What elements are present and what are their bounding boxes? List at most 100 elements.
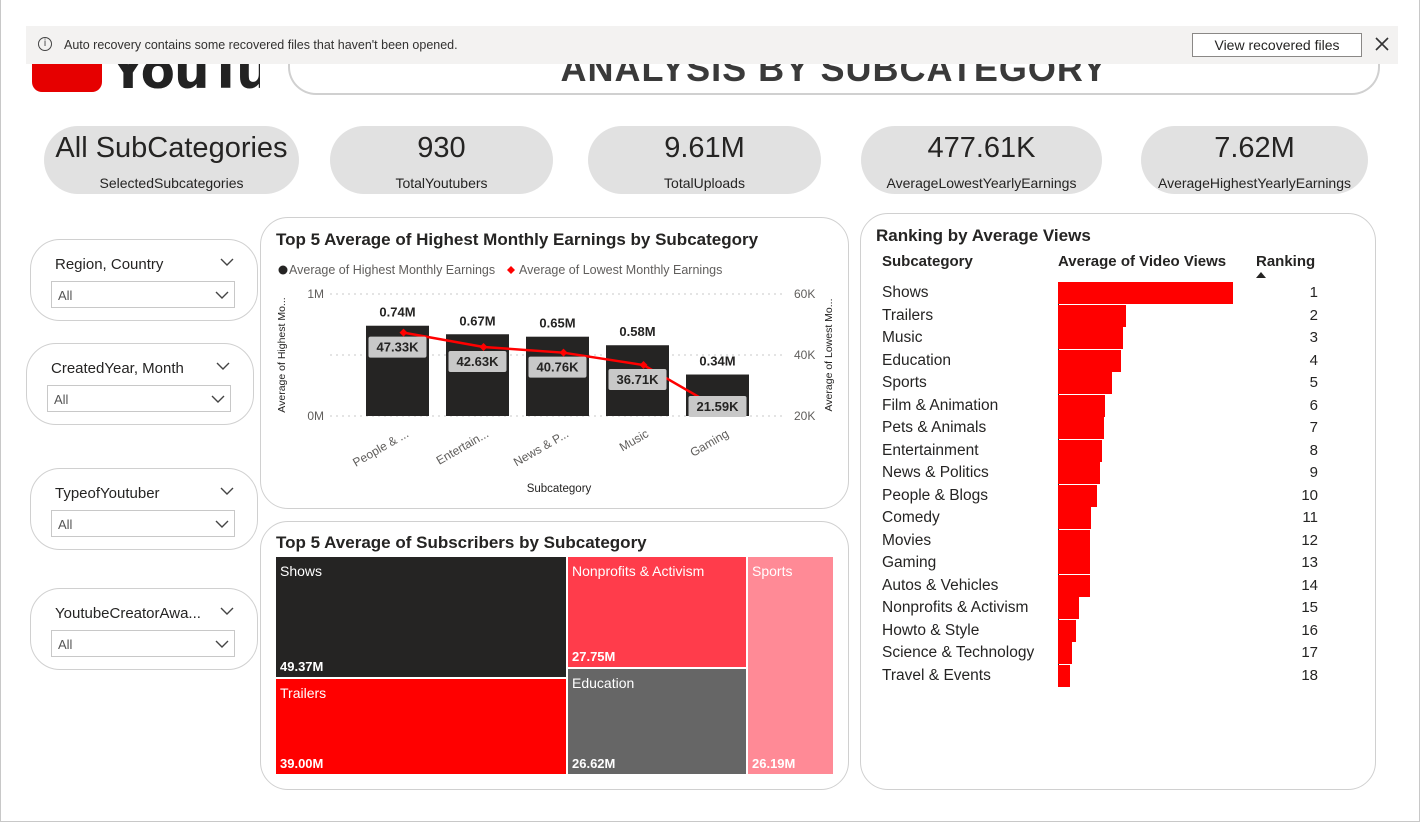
line-marker	[399, 328, 408, 337]
bar-data-label: 0.65M	[539, 316, 575, 331]
row-subcategory: Gaming	[882, 554, 937, 571]
row-average-views-bar	[1058, 282, 1233, 304]
row-ranking: 1	[1309, 284, 1318, 301]
column-header-ranking[interactable]: Ranking	[1256, 253, 1316, 270]
table-row[interactable]: Travel & Events 18	[882, 664, 1322, 687]
slicer-value: All	[54, 392, 69, 407]
view-recovered-files-button[interactable]: View recovered files	[1192, 33, 1362, 57]
recovery-notification-bar: i Auto recovery contains some recovered …	[26, 26, 1398, 64]
table-row[interactable]: Shows 1	[882, 282, 1322, 304]
treemap-tile-value: 26.62M	[572, 756, 616, 771]
table-row[interactable]: People & Blogs 10	[882, 484, 1322, 507]
slicer-dropdown[interactable]: All	[51, 510, 235, 537]
legend-label-lowest: Average of Lowest Monthly Earnings	[519, 263, 722, 277]
sort-ascending-icon	[1256, 272, 1266, 278]
row-average-views-bar	[1058, 417, 1104, 439]
chevron-down-icon	[215, 520, 229, 528]
slicer-type-of-youtuber[interactable]: TypeofYoutuber All	[30, 468, 258, 550]
ranking-title: Ranking by Average Views	[876, 226, 1091, 245]
row-average-views-bar	[1058, 327, 1123, 349]
table-row[interactable]: Comedy 11	[882, 507, 1322, 529]
legend-marker-highest	[278, 265, 288, 275]
kpi-label: AverageLowestYearlyEarnings	[886, 175, 1077, 191]
left-tick-label: 1M	[307, 287, 324, 301]
kpi-average-highest-yearly-earnings: 7.62M AverageHighestYearlyEarnings	[1141, 126, 1368, 194]
table-row[interactable]: Trailers 2	[882, 304, 1322, 327]
column-header-average-views[interactable]: Average of Video Views	[1058, 253, 1227, 270]
treemap-tile[interactable]: Education 26.62M	[568, 669, 746, 774]
chevron-down-icon[interactable]	[219, 256, 235, 268]
legend-marker-lowest	[507, 266, 515, 274]
row-average-views-bar	[1058, 619, 1076, 642]
table-row[interactable]: Entertainment 8	[882, 439, 1322, 462]
line-marker	[639, 361, 648, 370]
row-subcategory: Music	[882, 329, 923, 346]
x-axis-title: Subcategory	[527, 483, 592, 495]
table-row[interactable]: Pets & Animals 7	[882, 417, 1322, 439]
row-average-views-bar	[1058, 462, 1100, 484]
slicer-created-year-month[interactable]: CreatedYear, Month All	[26, 343, 254, 425]
line-marker	[479, 342, 488, 351]
row-ranking: 7	[1309, 419, 1318, 436]
subscribers-chart-title: Top 5 Average of Subscribers by Subcateg…	[276, 533, 647, 552]
treemap-tile-value: 26.19M	[752, 756, 796, 771]
treemap-tile-name: Shows	[280, 563, 323, 579]
table-row[interactable]: Autos & Vehicles 14	[882, 574, 1322, 597]
row-subcategory: Education	[882, 351, 951, 369]
table-row[interactable]: Howto & Style 16	[882, 619, 1322, 642]
treemap-tile[interactable]: Sports 26.19M	[748, 557, 833, 774]
slicer-dropdown[interactable]: All	[51, 281, 235, 308]
table-row[interactable]: Gaming 13	[882, 552, 1322, 574]
bar-data-label: 0.58M	[619, 324, 655, 339]
line-data-label-bg	[608, 369, 667, 391]
table-row[interactable]: Film & Animation 6	[882, 394, 1322, 417]
chevron-down-icon[interactable]	[219, 485, 235, 497]
row-ranking: 17	[1301, 644, 1318, 661]
row-subcategory: Science & Technology	[882, 644, 1035, 661]
slicer-youtube-creator-award[interactable]: YoutubeCreatorAwa... All	[30, 588, 258, 670]
treemap-tile[interactable]: Trailers 39.00M	[276, 679, 566, 774]
kpi-value: All SubCategories	[55, 132, 288, 164]
kpi-label: AverageHighestYearlyEarnings	[1157, 175, 1351, 191]
chevron-down-icon	[215, 291, 229, 299]
table-row[interactable]: News & Politics 9	[882, 462, 1322, 484]
table-row[interactable]: Education 4	[882, 349, 1322, 372]
table-row[interactable]: Movies 12	[882, 529, 1322, 552]
table-row[interactable]: Sports 5	[882, 372, 1322, 394]
bar-data-label: 0.74M	[379, 305, 415, 320]
x-tick-label: Entertain...	[434, 426, 491, 467]
row-subcategory: Sports	[882, 374, 927, 391]
column-header-subcategory[interactable]: Subcategory	[882, 253, 973, 270]
slicer-value: All	[58, 288, 73, 303]
row-average-views-bar	[1058, 349, 1121, 372]
row-ranking: 3	[1309, 329, 1318, 346]
slicer-region-country[interactable]: Region, Country All	[30, 239, 258, 321]
earnings-chart-title: Top 5 Average of Highest Monthly Earning…	[276, 230, 759, 249]
treemap-tile[interactable]: Shows 49.37M	[276, 557, 566, 677]
table-row[interactable]: Science & Technology 17	[882, 642, 1322, 664]
slicer-dropdown[interactable]: All	[51, 630, 235, 657]
slicer-label: CreatedYear, Month	[51, 360, 184, 377]
bar-data-label: 0.34M	[699, 354, 735, 369]
close-icon[interactable]	[1372, 34, 1392, 54]
slicer-dropdown[interactable]: All	[47, 385, 231, 412]
bar-data-label: 0.67M	[459, 313, 495, 328]
row-average-views-bar	[1058, 372, 1112, 394]
line-data-label: 42.63K	[457, 354, 500, 369]
right-tick-label: 40K	[794, 348, 815, 362]
table-row[interactable]: Nonprofits & Activism 15	[882, 597, 1322, 619]
table-row[interactable]: Music 3	[882, 327, 1322, 349]
row-ranking: 12	[1301, 531, 1318, 549]
line-data-label: 36.71K	[617, 372, 660, 387]
subscribers-treemap: Shows 49.37M Trailers 39.00M Nonprofits & Ac…	[276, 557, 835, 776]
treemap-tile[interactable]: Nonprofits & Activism 27.75M	[568, 557, 746, 667]
chevron-down-icon[interactable]	[219, 605, 235, 617]
treemap-tile-value: 49.37M	[280, 659, 324, 674]
row-average-views-bar	[1058, 597, 1079, 619]
row-subcategory: Pets & Animals	[882, 419, 987, 436]
chevron-down-icon	[211, 395, 225, 403]
chevron-down-icon[interactable]	[215, 360, 231, 372]
row-ranking: 16	[1301, 621, 1318, 639]
treemap-tile-name: Trailers	[280, 685, 327, 701]
row-ranking: 8	[1309, 441, 1318, 459]
